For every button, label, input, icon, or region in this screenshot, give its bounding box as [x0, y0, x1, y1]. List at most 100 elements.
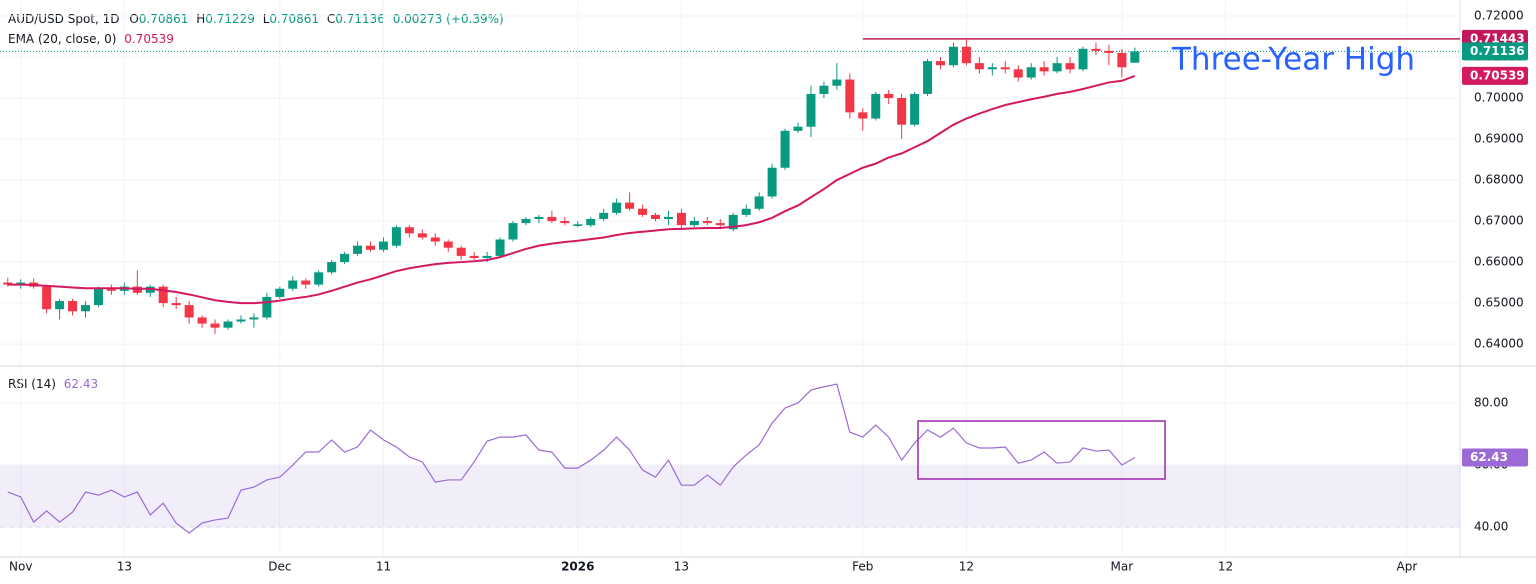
close-value: 0.71136	[335, 12, 385, 26]
candle-body	[68, 301, 78, 312]
candle-body	[275, 288, 285, 297]
candle-body	[262, 296, 272, 318]
candle-body	[314, 272, 324, 285]
candle-body	[145, 286, 155, 293]
candle-body	[573, 224, 583, 226]
candle-body	[586, 219, 596, 226]
open-label: O	[129, 12, 138, 26]
candle-body	[391, 227, 401, 246]
y-tick-label: 0.72000	[1474, 8, 1524, 22]
candle-body	[158, 286, 168, 304]
candle-body	[1078, 48, 1088, 70]
candle-body	[923, 61, 933, 94]
candle-body	[897, 98, 907, 125]
candle-body	[327, 262, 337, 273]
y-tick-label: 0.66000	[1474, 255, 1524, 269]
candle-body	[547, 216, 557, 222]
candle-body	[1039, 67, 1049, 72]
ema-legend: EMA (20, close, 0) 0.70539	[8, 32, 174, 46]
price-tag-bg	[1462, 42, 1528, 61]
x-tick-label: 2026	[561, 560, 594, 574]
x-tick-label: Dec	[268, 560, 291, 574]
high-value: 0.71229	[205, 12, 255, 26]
low-value: 0.70861	[269, 12, 319, 26]
candle-body	[780, 130, 790, 168]
candle-body	[495, 239, 505, 256]
candle-body	[871, 93, 881, 119]
candle-body	[948, 46, 958, 66]
candle-body	[936, 61, 946, 66]
candle-body	[42, 286, 52, 310]
candle-body	[910, 93, 920, 125]
annotation: Three-Year High	[1171, 42, 1415, 78]
candle-body	[508, 223, 518, 240]
candle-body	[521, 219, 531, 224]
y-tick-label: 0.69000	[1474, 132, 1524, 146]
symbol: AUD/USD Spot, 1D	[8, 12, 120, 26]
ema-tag-bg	[1462, 66, 1528, 85]
ema-value: 0.70539	[124, 32, 174, 46]
high-label: H	[196, 12, 205, 26]
candle-body	[443, 241, 453, 248]
candle-body	[625, 202, 635, 209]
candle-body	[1000, 67, 1010, 70]
low-label: L	[263, 12, 270, 26]
candle-body	[223, 321, 233, 328]
candle-body	[456, 247, 466, 256]
rsi-legend: RSI (14) 62.43	[8, 377, 98, 391]
ema-name: EMA (20, close, 0)	[8, 32, 116, 46]
candle-body	[534, 216, 544, 219]
candle-body	[1013, 69, 1023, 78]
y-tick-label: 0.68000	[1474, 173, 1524, 187]
candle-body	[819, 85, 829, 94]
rsi-tag: 62.43	[1470, 450, 1508, 464]
candle-body	[858, 112, 868, 119]
candle-body	[1026, 67, 1036, 78]
candle-body	[638, 208, 648, 215]
candle-body	[288, 280, 298, 289]
candle-body	[599, 212, 609, 219]
candle-body	[845, 79, 855, 113]
price-tag: 0.71136	[1470, 44, 1525, 58]
candle-body	[663, 216, 673, 219]
x-tick-label: Nov	[9, 560, 32, 574]
candle-body	[974, 63, 984, 70]
rsi-line	[7, 383, 1136, 534]
candle-body	[651, 214, 661, 219]
candle-body	[16, 282, 26, 285]
ema-tag: 0.70539	[1470, 68, 1525, 82]
candle-body	[93, 288, 103, 306]
y-tick-label: 0.65000	[1474, 296, 1524, 310]
x-tick-label: 12	[959, 560, 974, 574]
candle-body	[767, 167, 777, 197]
candle-body	[715, 223, 725, 226]
candle-body	[728, 214, 738, 230]
candle-body	[1117, 52, 1127, 68]
x-tick-label: 12	[1218, 560, 1233, 574]
candle-body	[366, 245, 376, 250]
candle-body	[702, 221, 712, 224]
candle-body	[171, 303, 181, 306]
rsi-value: 62.43	[64, 377, 98, 391]
y-tick-label: 0.67000	[1474, 214, 1524, 228]
candle-body	[612, 202, 622, 213]
y-tick-label: 0.64000	[1474, 337, 1524, 351]
candle-body	[689, 221, 699, 226]
candle-body	[482, 255, 492, 258]
candle-body	[378, 241, 388, 250]
change: 0.00273 (+0.39%)	[393, 12, 504, 26]
candle-body	[430, 237, 440, 242]
candle-body	[741, 208, 751, 215]
candle-body	[469, 255, 479, 258]
candle-body	[793, 126, 803, 131]
candle-body	[236, 319, 246, 322]
candle-body	[3, 282, 13, 285]
candle-body	[417, 233, 427, 238]
candle-body	[832, 79, 842, 86]
candle-body	[1065, 63, 1075, 70]
candle-body	[987, 67, 997, 70]
resistance-tag: 0.71443	[1470, 31, 1525, 45]
candle-body	[301, 280, 311, 285]
candle-body	[353, 245, 363, 254]
